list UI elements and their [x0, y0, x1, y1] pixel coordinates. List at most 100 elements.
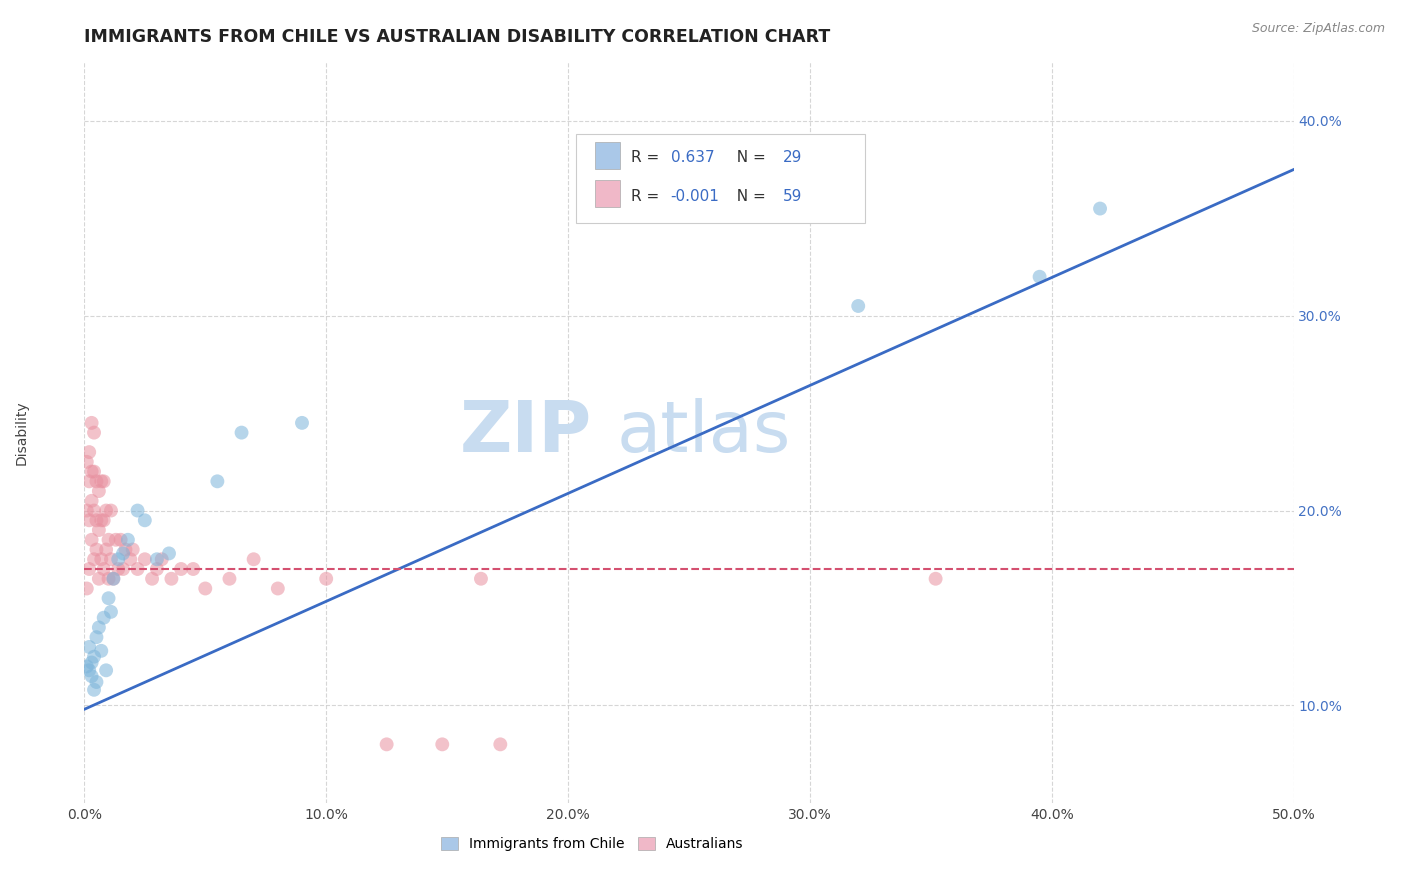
- Point: [1088, 202, 1111, 216]
- Point: [77, 562, 100, 576]
- Point: [110, 533, 132, 547]
- Point: [146, 562, 169, 576]
- Point: [90, 644, 112, 658]
- Point: [97, 572, 120, 586]
- Point: [93, 475, 115, 489]
- Point: [86, 513, 108, 527]
- Point: [83, 682, 105, 697]
- Point: [242, 552, 264, 566]
- Point: [94, 663, 117, 677]
- Point: [114, 542, 136, 557]
- Point: [141, 572, 163, 586]
- Point: [107, 562, 129, 576]
- Point: [90, 513, 112, 527]
- Legend: Immigrants from Chile, Australians: Immigrants from Chile, Australians: [441, 837, 744, 851]
- Point: [86, 542, 108, 557]
- Point: [94, 542, 117, 557]
- Point: [77, 663, 100, 677]
- Point: [924, 572, 946, 586]
- Point: [93, 562, 115, 576]
- Point: [80, 416, 103, 430]
- Point: [76, 503, 98, 517]
- Point: [194, 582, 217, 596]
- Point: [86, 630, 108, 644]
- Point: [170, 562, 193, 576]
- Text: 59: 59: [783, 189, 803, 203]
- Text: 29: 29: [783, 151, 803, 165]
- Point: [80, 669, 103, 683]
- Point: [93, 513, 115, 527]
- Point: [77, 513, 100, 527]
- Point: [80, 656, 103, 670]
- Point: [86, 675, 108, 690]
- Point: [112, 546, 135, 560]
- Text: N =: N =: [727, 189, 770, 203]
- Point: [231, 425, 253, 440]
- Point: [315, 572, 337, 586]
- Point: [76, 582, 98, 596]
- Y-axis label: Disability: Disability: [15, 401, 28, 465]
- Point: [83, 425, 105, 440]
- Point: [218, 572, 240, 586]
- Point: [80, 533, 103, 547]
- Point: [77, 475, 100, 489]
- Point: [80, 493, 103, 508]
- Text: ZIP: ZIP: [460, 398, 592, 467]
- Text: Source: ZipAtlas.com: Source: ZipAtlas.com: [1251, 22, 1385, 36]
- Point: [90, 552, 112, 566]
- Point: [146, 552, 169, 566]
- Point: [134, 552, 156, 566]
- Point: [846, 299, 869, 313]
- Point: [267, 582, 290, 596]
- Point: [76, 455, 98, 469]
- Point: [100, 605, 122, 619]
- Text: N =: N =: [727, 151, 770, 165]
- Point: [77, 640, 100, 654]
- Point: [86, 475, 108, 489]
- Text: -0.001: -0.001: [671, 189, 720, 203]
- Point: [104, 533, 127, 547]
- Text: IMMIGRANTS FROM CHILE VS AUSTRALIAN DISABILITY CORRELATION CHART: IMMIGRANTS FROM CHILE VS AUSTRALIAN DISA…: [84, 28, 831, 45]
- Point: [157, 546, 180, 560]
- Point: [94, 503, 117, 517]
- Point: [76, 659, 98, 673]
- Point: [100, 503, 122, 517]
- Point: [121, 542, 143, 557]
- Point: [107, 552, 129, 566]
- Point: [103, 572, 125, 586]
- Point: [291, 416, 314, 430]
- Point: [83, 503, 105, 517]
- Point: [87, 484, 110, 499]
- Text: 0.637: 0.637: [671, 151, 714, 165]
- Text: R =: R =: [631, 189, 665, 203]
- Point: [375, 737, 398, 751]
- Point: [1028, 269, 1050, 284]
- Point: [93, 610, 115, 624]
- Point: [87, 523, 110, 537]
- Point: [127, 562, 149, 576]
- Point: [112, 562, 135, 576]
- Point: [100, 552, 122, 566]
- Point: [83, 465, 105, 479]
- Point: [134, 513, 156, 527]
- Point: [181, 562, 204, 576]
- Point: [470, 572, 492, 586]
- Point: [87, 620, 110, 634]
- Point: [77, 445, 100, 459]
- Point: [83, 552, 105, 566]
- Point: [432, 737, 454, 751]
- Point: [87, 572, 110, 586]
- Point: [127, 503, 149, 517]
- Text: atlas: atlas: [616, 398, 790, 467]
- Text: R =: R =: [631, 151, 665, 165]
- Point: [80, 465, 103, 479]
- Point: [489, 737, 512, 751]
- Point: [150, 552, 173, 566]
- Point: [83, 649, 105, 664]
- Point: [120, 552, 142, 566]
- Point: [103, 572, 125, 586]
- Point: [207, 475, 229, 489]
- Point: [160, 572, 183, 586]
- Point: [97, 591, 120, 606]
- Point: [90, 475, 112, 489]
